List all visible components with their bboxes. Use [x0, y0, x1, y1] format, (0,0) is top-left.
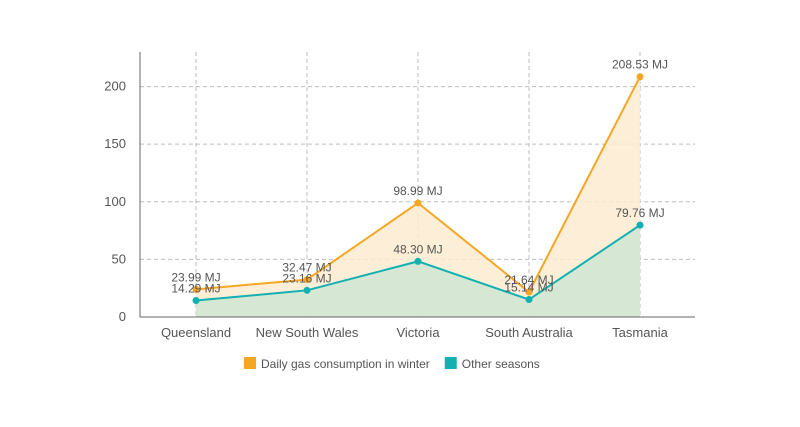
x-tick-label: South Australia [485, 325, 573, 340]
series-area-1 [196, 225, 640, 317]
data-point[interactable] [303, 276, 311, 284]
y-tick-label: 50 [112, 251, 126, 266]
y-tick-label: 150 [104, 136, 126, 151]
data-labels: 23.99 MJ 32.47 MJ 98.99 MJ 21.64 MJ 208.53 M… [171, 58, 668, 296]
data-point[interactable] [192, 297, 200, 305]
y-tick-label: 0 [119, 309, 126, 324]
y-tick-label: 100 [104, 194, 126, 209]
data-point[interactable] [636, 73, 644, 81]
data-point[interactable] [525, 296, 533, 304]
series-areas [196, 76, 640, 317]
data-label: 23.16 MJ [282, 271, 331, 285]
data-label: 79.76 MJ [615, 206, 664, 220]
x-tick-label: New South Wales [256, 325, 359, 340]
data-point[interactable] [414, 257, 422, 265]
data-point[interactable] [192, 285, 200, 293]
x-tick-label: Victoria [396, 325, 440, 340]
y-tick-label: 200 [104, 79, 126, 94]
x-tick-label: Tasmania [612, 325, 668, 340]
legend-label-0[interactable]: Daily gas consumption in winter [261, 357, 430, 371]
data-label: 98.99 MJ [393, 184, 442, 198]
data-point[interactable] [414, 199, 422, 207]
data-label: 15.14 MJ [504, 281, 553, 295]
axes: 0 50 100 150 200 Queensland New South Wales Vic… [104, 52, 695, 340]
data-point[interactable] [303, 286, 311, 294]
data-label: 23.99 MJ [171, 270, 220, 284]
data-point[interactable] [636, 221, 644, 229]
data-label: 48.30 MJ [393, 242, 442, 256]
data-label: 14.29 MJ [171, 282, 220, 296]
legend-swatch-0[interactable] [244, 357, 256, 369]
data-label: 21.64 MJ [504, 273, 553, 287]
data-points [192, 73, 644, 305]
x-tick-label: Queensland [161, 325, 231, 340]
legend-swatch-1[interactable] [444, 357, 457, 369]
data-point[interactable] [525, 288, 533, 296]
data-label: 208.53 MJ [612, 58, 668, 72]
data-label: 32.47 MJ [282, 261, 331, 275]
legend-label-1[interactable]: Other seasons [462, 357, 540, 371]
legend[interactable]: Daily gas consumption in winter Other sea… [244, 357, 540, 371]
